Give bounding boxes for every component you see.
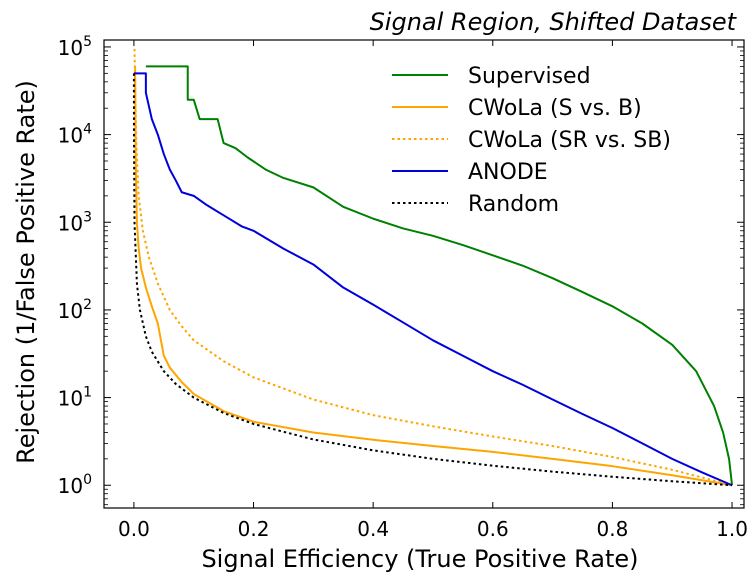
x-tick-label: 0.6 [477,517,509,541]
y-tick-label: 102 [58,297,92,323]
legend-label-2: CWoLa (SR vs. SB) [468,128,671,153]
y-tick-label: 100 [58,472,92,498]
x-tick-label: 1.0 [716,517,748,541]
legend-label-0: Supervised [468,64,591,89]
series-line-1 [134,66,733,487]
series-line-0 [145,65,734,486]
y-tick-exponent: 0 [83,472,92,488]
y-axis-label: Rejection (1/False Positive Rate) [12,80,40,464]
legend-label-1: CWoLa (S vs. B) [468,96,642,121]
y-tick-exponent: 4 [83,122,92,138]
legend: Supervised CWoLa (S vs. B) CWoLa (SR vs. S… [392,64,671,217]
plot-area [132,48,734,487]
y-tick-base: 10 [58,474,83,498]
x-tick-label: 0.8 [597,517,629,541]
x-axis-label: Signal Efficiency (True Positive Rate) [201,545,638,573]
plot-frame [103,39,745,509]
y-tick-label: 101 [58,385,92,411]
series-line-4 [132,73,733,487]
y-tick-exponent: 2 [83,297,92,313]
x-tick-label: 0.4 [357,517,389,541]
legend-label-3: ANODE [468,160,548,185]
y-tick-exponent: 1 [83,385,92,401]
legend-label-4: Random [468,192,559,217]
chart-title: Signal Region, Shifted Dataset [370,8,738,36]
y-tick-label: 104 [58,122,92,148]
x-tick-label: 0.0 [118,517,150,541]
y-tick-base: 10 [58,211,83,235]
series-line-3 [133,72,733,487]
y-tick-base: 10 [58,36,83,60]
y-tick-base: 10 [58,124,83,148]
x-tick-label: 0.2 [238,517,270,541]
y-tick-label: 103 [58,209,92,235]
y-tick-base: 10 [58,299,83,323]
y-tick-exponent: 3 [83,209,92,225]
series-line-2 [133,48,733,487]
y-tick-base: 10 [58,387,83,411]
y-tick-exponent: 5 [83,34,92,50]
y-tick-label: 105 [58,34,92,60]
